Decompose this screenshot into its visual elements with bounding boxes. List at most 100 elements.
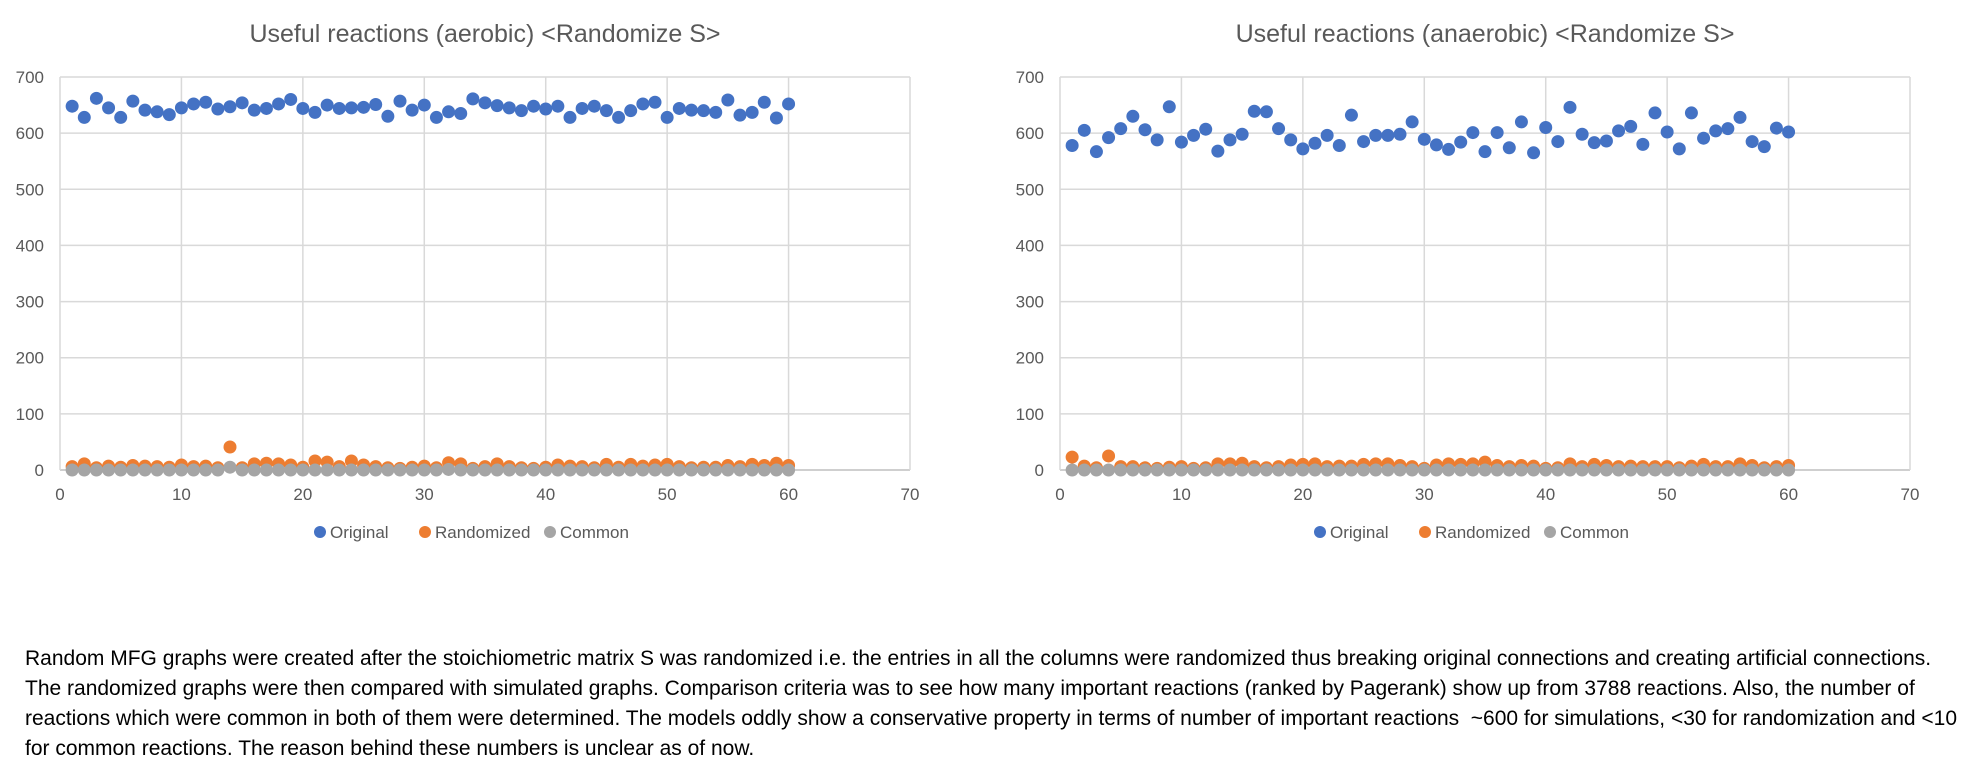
data-point-original <box>1296 142 1310 156</box>
data-point-original <box>721 93 735 107</box>
data-point-original <box>733 108 747 122</box>
data-point-original <box>1187 128 1201 142</box>
data-point-common <box>1454 463 1468 477</box>
data-point-common <box>1745 463 1759 477</box>
data-point-original <box>1284 133 1298 147</box>
data-point-original <box>442 105 456 119</box>
x-tick-label: 0 <box>1055 485 1064 504</box>
chart-svg: Useful reactions (anaerobic) <Randomize … <box>1016 20 1920 542</box>
data-point-original <box>1624 119 1638 133</box>
x-tick-label: 10 <box>1172 485 1191 504</box>
data-point-common <box>1514 463 1528 477</box>
data-point-common <box>587 463 601 477</box>
data-point-original <box>514 104 528 118</box>
series-original <box>65 91 796 125</box>
data-point-common <box>1174 463 1188 477</box>
data-point-original <box>174 101 188 115</box>
data-point-original <box>757 95 771 109</box>
data-point-original <box>77 110 91 124</box>
data-point-common <box>684 463 698 477</box>
data-point-common <box>1782 463 1796 477</box>
caption-text: Random MFG graphs were created after the… <box>25 647 1963 760</box>
data-point-original <box>1684 106 1698 120</box>
data-point-original <box>1636 137 1650 151</box>
data-point-original <box>745 105 759 119</box>
data-point-original <box>539 102 553 116</box>
data-point-common <box>1308 463 1322 477</box>
data-point-common <box>1466 463 1480 477</box>
data-point-common <box>636 463 650 477</box>
data-point-original <box>1344 108 1358 122</box>
data-point-original <box>575 101 589 115</box>
data-point-common <box>1405 463 1419 477</box>
data-point-original <box>357 100 371 114</box>
data-point-original <box>1587 136 1601 150</box>
y-tick-label: 100 <box>16 405 44 424</box>
data-point-common <box>308 463 322 477</box>
data-point-common <box>745 463 759 477</box>
data-point-original <box>1466 126 1480 140</box>
data-point-original <box>1102 131 1116 145</box>
data-point-common <box>1150 463 1164 477</box>
data-point-randomized <box>344 454 358 468</box>
data-point-original <box>1393 127 1407 141</box>
data-point-original <box>1660 125 1674 139</box>
data-point-original <box>1442 142 1456 156</box>
data-point-common <box>223 460 237 474</box>
data-point-original <box>429 110 443 124</box>
x-tick-label: 60 <box>779 485 798 504</box>
data-point-original <box>1065 138 1079 152</box>
data-point-common <box>709 463 723 477</box>
data-point-common <box>77 463 91 477</box>
data-point-common <box>1551 463 1565 477</box>
series-common <box>65 460 796 477</box>
data-point-original <box>162 108 176 122</box>
data-point-common <box>1660 463 1674 477</box>
data-point-original <box>1527 146 1541 160</box>
data-point-original <box>332 101 346 115</box>
data-point-common <box>393 463 407 477</box>
data-point-common <box>502 463 516 477</box>
data-point-original <box>1199 122 1213 136</box>
data-point-common <box>89 463 103 477</box>
data-point-common <box>1429 463 1443 477</box>
data-point-original <box>1223 133 1237 147</box>
data-point-original <box>211 102 225 116</box>
data-point-common <box>199 463 213 477</box>
data-point-common <box>624 463 638 477</box>
x-tick-label: 40 <box>536 485 555 504</box>
data-point-original <box>1162 100 1176 114</box>
data-point-common <box>1575 463 1589 477</box>
data-point-original <box>1174 135 1188 149</box>
data-point-common <box>1357 463 1371 477</box>
data-point-common <box>162 463 176 477</box>
data-point-original <box>235 96 249 110</box>
x-tick-label: 60 <box>1779 485 1798 504</box>
data-point-common <box>320 463 334 477</box>
data-point-original <box>1320 128 1334 142</box>
data-point-original <box>102 101 116 115</box>
data-point-original <box>1357 135 1371 149</box>
data-point-original <box>259 101 273 115</box>
data-point-common <box>648 463 662 477</box>
data-point-common <box>1162 463 1176 477</box>
data-point-original <box>1539 121 1553 135</box>
x-tick-label: 50 <box>1658 485 1677 504</box>
legend-label-randomized: Randomized <box>1435 523 1530 542</box>
data-point-common <box>235 463 249 477</box>
data-point-original <box>709 105 723 119</box>
data-point-common <box>174 463 188 477</box>
data-point-common <box>1272 463 1286 477</box>
data-point-original <box>466 92 480 106</box>
data-point-common <box>1648 463 1662 477</box>
data-point-common <box>296 463 310 477</box>
data-point-common <box>138 463 152 477</box>
data-point-common <box>757 463 771 477</box>
data-point-original <box>563 110 577 124</box>
chart-svg: Useful reactions (aerobic) <Randomize S>… <box>16 20 920 542</box>
data-point-original <box>284 92 298 106</box>
data-point-common <box>1296 463 1310 477</box>
data-point-common <box>369 463 383 477</box>
x-tick-label: 50 <box>658 485 677 504</box>
data-point-common <box>417 463 431 477</box>
